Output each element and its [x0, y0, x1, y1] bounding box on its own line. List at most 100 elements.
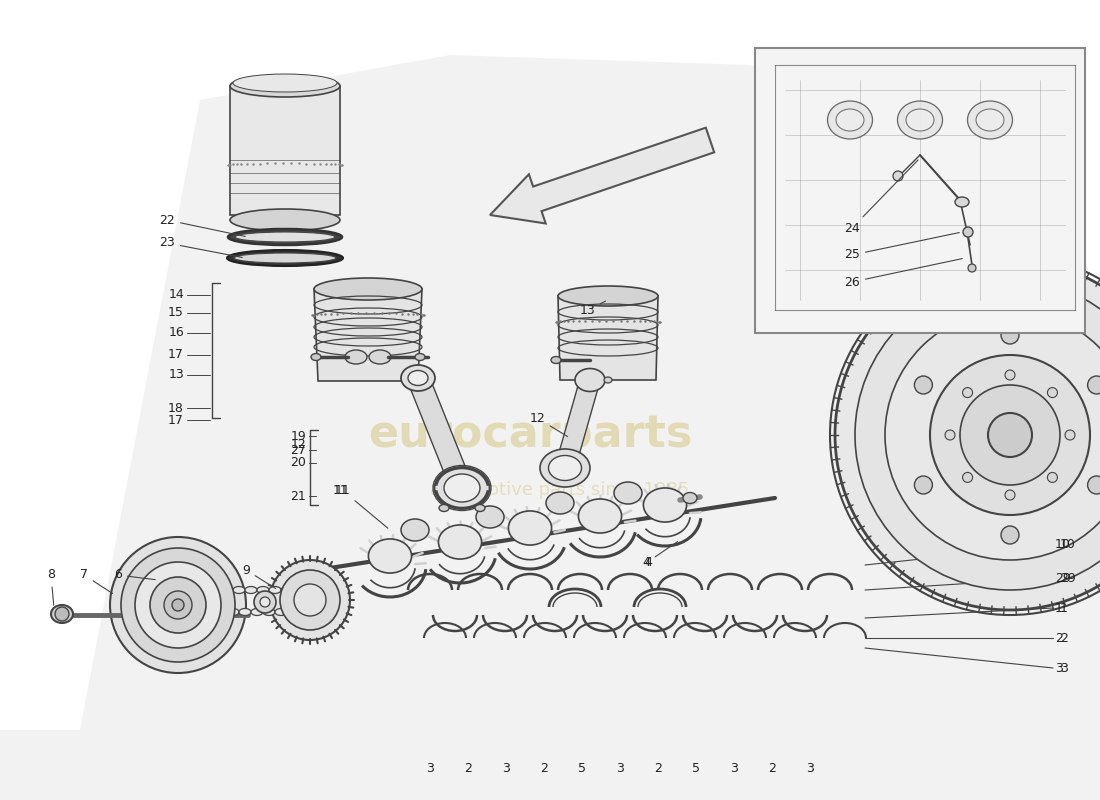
Text: 15: 15: [168, 306, 184, 319]
Ellipse shape: [415, 354, 425, 361]
Text: 4: 4: [644, 557, 652, 570]
Ellipse shape: [270, 586, 280, 594]
Text: 11: 11: [332, 483, 348, 497]
Circle shape: [1065, 430, 1075, 440]
Ellipse shape: [546, 492, 574, 514]
Bar: [755, 48, 1085, 333]
Circle shape: [55, 607, 69, 621]
Circle shape: [988, 413, 1032, 457]
Circle shape: [962, 227, 974, 237]
Text: 13: 13: [580, 302, 605, 317]
Polygon shape: [556, 378, 600, 470]
Circle shape: [294, 584, 326, 616]
Text: 2: 2: [540, 762, 548, 774]
Text: 12: 12: [290, 438, 306, 451]
Ellipse shape: [368, 350, 390, 364]
Circle shape: [1088, 476, 1100, 494]
Text: 25: 25: [844, 233, 959, 262]
Polygon shape: [230, 86, 340, 215]
Ellipse shape: [209, 586, 221, 594]
Text: 21: 21: [290, 490, 306, 502]
Ellipse shape: [976, 109, 1004, 131]
Text: 2: 2: [464, 762, 472, 774]
Ellipse shape: [827, 101, 872, 139]
Ellipse shape: [299, 609, 311, 615]
Ellipse shape: [439, 525, 482, 559]
Text: 3: 3: [806, 762, 814, 774]
Text: 3: 3: [1060, 662, 1068, 674]
Ellipse shape: [227, 250, 343, 266]
Text: 19: 19: [290, 430, 306, 442]
Text: 2: 2: [1060, 631, 1068, 645]
Circle shape: [914, 376, 933, 394]
Ellipse shape: [311, 354, 321, 361]
Ellipse shape: [263, 609, 275, 615]
Circle shape: [945, 430, 955, 440]
Ellipse shape: [293, 586, 305, 594]
Text: 22: 22: [160, 214, 245, 237]
Text: 5: 5: [578, 762, 586, 774]
Ellipse shape: [558, 286, 658, 306]
Polygon shape: [408, 374, 472, 492]
Ellipse shape: [221, 586, 233, 594]
Ellipse shape: [51, 605, 73, 623]
Text: 17: 17: [168, 349, 184, 362]
Ellipse shape: [408, 370, 428, 386]
Ellipse shape: [280, 586, 293, 594]
Circle shape: [835, 260, 1100, 610]
Circle shape: [968, 264, 976, 272]
Ellipse shape: [579, 499, 621, 533]
Ellipse shape: [368, 539, 411, 573]
Circle shape: [893, 171, 903, 181]
Text: 10: 10: [1060, 538, 1076, 551]
Text: 3: 3: [616, 762, 624, 774]
Text: 11: 11: [334, 483, 388, 528]
Text: 1: 1: [1060, 602, 1068, 614]
Text: 18: 18: [168, 402, 184, 414]
Text: 2: 2: [654, 762, 662, 774]
Circle shape: [172, 599, 184, 611]
Ellipse shape: [549, 455, 582, 481]
Circle shape: [150, 577, 206, 633]
Text: 8: 8: [47, 569, 55, 606]
Text: 23: 23: [160, 237, 242, 258]
Circle shape: [962, 387, 972, 398]
Ellipse shape: [230, 75, 340, 97]
Circle shape: [914, 476, 933, 494]
Ellipse shape: [955, 197, 969, 207]
Ellipse shape: [239, 609, 251, 615]
Polygon shape: [314, 289, 422, 381]
Text: 5: 5: [692, 762, 700, 774]
Circle shape: [886, 310, 1100, 560]
Text: 4: 4: [642, 542, 678, 570]
Text: 6: 6: [114, 569, 155, 582]
Circle shape: [1005, 490, 1015, 500]
Circle shape: [110, 537, 246, 673]
Ellipse shape: [434, 467, 490, 509]
Circle shape: [930, 355, 1090, 515]
Ellipse shape: [230, 209, 340, 231]
Ellipse shape: [575, 369, 605, 391]
Text: 9: 9: [242, 563, 276, 589]
Ellipse shape: [439, 505, 449, 511]
Polygon shape: [558, 296, 658, 380]
Text: 2: 2: [1055, 631, 1063, 645]
Ellipse shape: [314, 278, 422, 300]
Ellipse shape: [476, 506, 504, 528]
Ellipse shape: [836, 109, 864, 131]
Ellipse shape: [402, 365, 434, 391]
Text: 12: 12: [529, 411, 568, 437]
Text: 17: 17: [168, 414, 184, 426]
Ellipse shape: [906, 109, 934, 131]
Text: 2: 2: [768, 762, 776, 774]
Text: 13: 13: [168, 369, 184, 382]
Ellipse shape: [898, 101, 943, 139]
Circle shape: [960, 385, 1060, 485]
Circle shape: [1001, 326, 1019, 344]
Circle shape: [1047, 473, 1057, 482]
Text: 29: 29: [1055, 571, 1070, 585]
Ellipse shape: [233, 74, 337, 92]
Circle shape: [1001, 526, 1019, 544]
Ellipse shape: [235, 232, 336, 242]
Text: automotive parts since 1985: automotive parts since 1985: [430, 481, 690, 499]
